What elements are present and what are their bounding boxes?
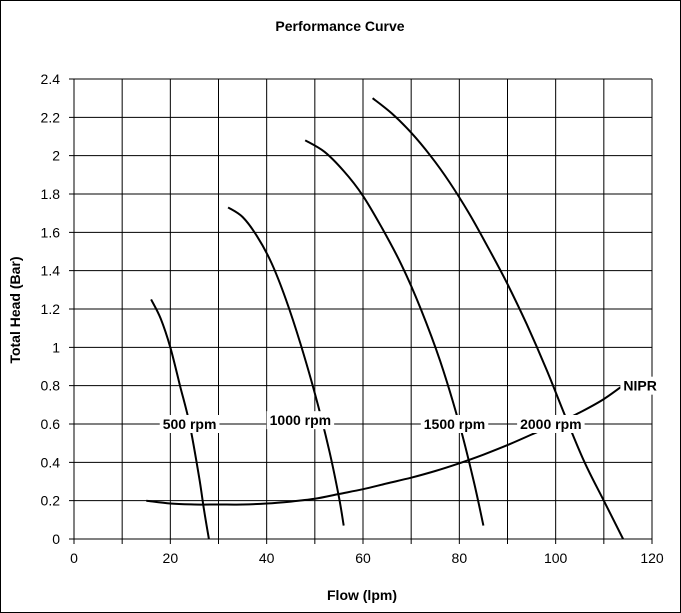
curve-label-group-1000-rpm: 1000 rpm	[266, 411, 335, 430]
curve-label-group-1500-rpm: 1500 rpm	[420, 415, 489, 433]
series-line-1500-rpm	[304, 139, 485, 526]
series-line-2000-rpm	[371, 97, 624, 540]
y-tick-label: 0.6	[41, 416, 61, 432]
y-tick-label: 0.2	[41, 493, 61, 509]
curve-label-group-500-rpm: 500 rpm	[159, 415, 220, 433]
curve-label-background	[420, 415, 489, 433]
y-tick-label: 0	[52, 531, 60, 547]
y-tick-label: 1	[52, 339, 60, 355]
x-axis-label: Flow (lpm)	[327, 587, 397, 603]
curve-label-background	[620, 376, 660, 395]
chart-title: Performance Curve	[275, 18, 404, 34]
x-tick-label: 120	[640, 550, 664, 566]
y-tick-label: 1.2	[41, 301, 61, 317]
curve-label-2000-rpm: 2000 rpm	[520, 416, 581, 432]
series-line-500-rpm	[150, 298, 210, 540]
y-tick-label: 1.4	[41, 263, 61, 279]
y-tick-label: 0.8	[41, 378, 61, 394]
x-tick-label: 20	[163, 550, 179, 566]
curve-label-1000-rpm: 1000 rpm	[270, 412, 331, 428]
label-layer: 500 rpm 1000 rpm 1500 rpm 2000 rpm NIPR	[159, 376, 660, 433]
tick-layer: 0 20 40 60 80 100 120 0 0.2 0.4 0.6 0.8 1 1.2 1.4 1.6 1.…	[41, 71, 664, 566]
grid-layer	[69, 78, 653, 544]
curve-label-1500-rpm: 1500 rpm	[424, 416, 485, 432]
y-tick-label: 0.4	[41, 454, 61, 470]
y-tick-label: 2.2	[41, 109, 61, 125]
curve-label-nipr: NIPR	[623, 378, 656, 394]
x-tick-label: 40	[259, 550, 275, 566]
curve-label-group-2000-rpm: 2000 rpm	[517, 415, 585, 433]
x-tick-label: 100	[544, 550, 568, 566]
y-tick-label: 2.4	[41, 71, 61, 87]
x-tick-label: 60	[355, 550, 371, 566]
y-tick-label: 1.6	[41, 224, 61, 240]
series-line-1000-rpm	[227, 206, 345, 526]
curve-label-group-nipr: NIPR	[620, 376, 660, 395]
y-tick-label: 2	[52, 148, 60, 164]
y-axis-label: Total Head (Bar)	[7, 256, 23, 363]
curve-label-background	[266, 411, 335, 430]
x-tick-label: 0	[70, 550, 78, 566]
curve-label-500-rpm: 500 rpm	[163, 416, 217, 432]
curve-label-background	[159, 415, 220, 433]
y-tick-label: 1.8	[41, 186, 61, 202]
x-tick-label: 80	[452, 550, 468, 566]
curve-label-background	[517, 415, 585, 433]
